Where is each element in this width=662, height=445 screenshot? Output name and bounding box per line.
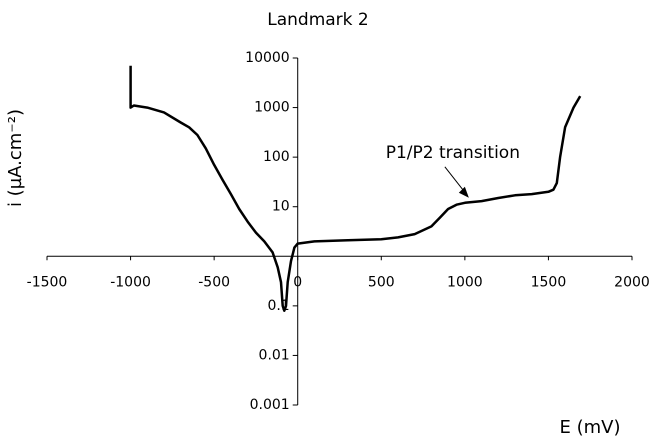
chart-title: Landmark 2 bbox=[267, 10, 369, 30]
data-line bbox=[129, 65, 582, 312]
y-tick-label: 100 bbox=[263, 149, 290, 165]
y-tick-label: 1000 bbox=[254, 100, 290, 116]
x-tick-label: -1500 bbox=[27, 274, 68, 290]
x-tick-label: 0 bbox=[293, 274, 302, 290]
x-tick-label: -500 bbox=[198, 274, 230, 290]
y-tick-label: 10 bbox=[272, 199, 290, 215]
y-tick-label: 0.001 bbox=[250, 397, 290, 413]
x-tick-label: 500 bbox=[368, 274, 395, 290]
y-axis-label: i (µA.cm⁻²) bbox=[5, 109, 26, 207]
x-axis-label: E (mV) bbox=[560, 417, 621, 438]
annotation-arrowhead bbox=[458, 186, 469, 198]
x-tick-label: -1000 bbox=[110, 274, 151, 290]
y-tick-label: 10000 bbox=[245, 50, 290, 66]
y-tick-label: 0.01 bbox=[259, 347, 290, 363]
x-tick-label: 2000 bbox=[614, 274, 650, 290]
x-tick-label: 1500 bbox=[531, 274, 567, 290]
annotation: P1/P2 transition bbox=[386, 143, 520, 163]
x-tick-label: 1000 bbox=[447, 274, 483, 290]
